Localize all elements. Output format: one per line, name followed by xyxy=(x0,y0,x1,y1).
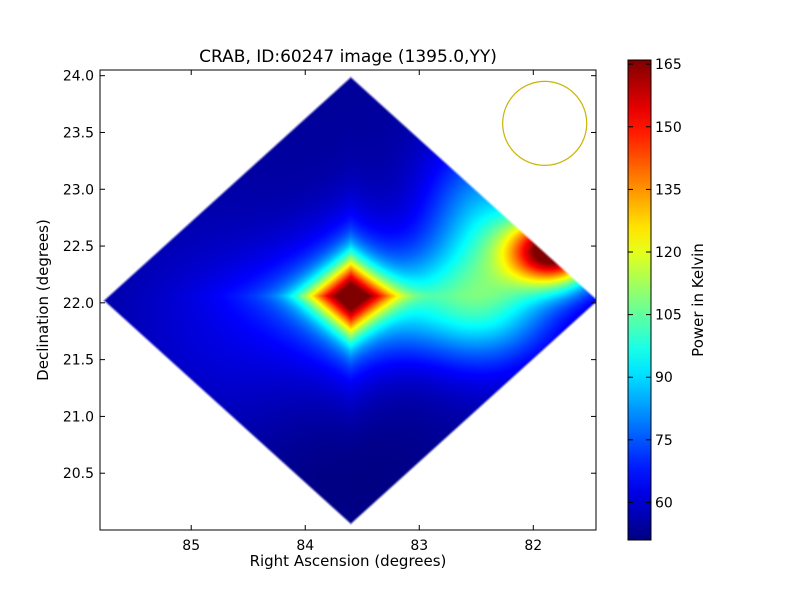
colorbar-tick-label: 90 xyxy=(655,370,673,386)
x-axis: 85 84 83 82 xyxy=(182,70,542,554)
y-tick-label: 20.5 xyxy=(63,466,94,482)
chart-title: CRAB, ID:60247 image (1395.0,YY) xyxy=(199,47,497,67)
colorbar-tick-label: 60 xyxy=(655,495,673,511)
x-tick-label: 85 xyxy=(182,538,200,554)
colorbar-tick-label: 150 xyxy=(655,120,682,136)
colorbar-tick-label: 75 xyxy=(655,433,673,449)
heatmap-image xyxy=(100,70,596,530)
plot-frame xyxy=(99,69,597,531)
y-tick-label: 21.0 xyxy=(63,409,94,425)
y-tick-label: 24.0 xyxy=(63,69,94,85)
y-axis: 20.5 21.0 21.5 22.0 22.5 23.0 23.5 24.0 xyxy=(63,69,596,482)
colorbar-tick-label: 120 xyxy=(655,245,682,261)
x-axis-label: Right Ascension (degrees) xyxy=(250,552,447,570)
x-tick-label: 83 xyxy=(410,538,428,554)
x-tick-label: 82 xyxy=(524,538,542,554)
x-tick-label: 84 xyxy=(296,538,314,554)
colorbar-tick-label: 135 xyxy=(655,182,682,198)
y-tick-label: 22.0 xyxy=(63,296,94,312)
colorbar-tick-label: 165 xyxy=(655,57,682,73)
y-tick-label: 23.5 xyxy=(63,125,94,141)
colorbar-ticks: 60 75 90 105 120 135 150 165 xyxy=(628,57,682,511)
plot-area xyxy=(99,69,597,531)
colorbar: 60 75 90 105 120 135 150 165 Power in Kelvin xyxy=(627,57,707,541)
colorbar-label: Power in Kelvin xyxy=(689,243,707,357)
y-axis-label: Declination (degrees) xyxy=(34,219,52,381)
y-tick-label: 23.0 xyxy=(63,182,94,198)
beam-circle xyxy=(502,80,588,167)
colorbar-tick-label: 105 xyxy=(655,308,682,324)
y-tick-label: 21.5 xyxy=(63,353,94,369)
y-tick-label: 22.5 xyxy=(63,239,94,255)
colorbar-bar xyxy=(627,59,652,541)
